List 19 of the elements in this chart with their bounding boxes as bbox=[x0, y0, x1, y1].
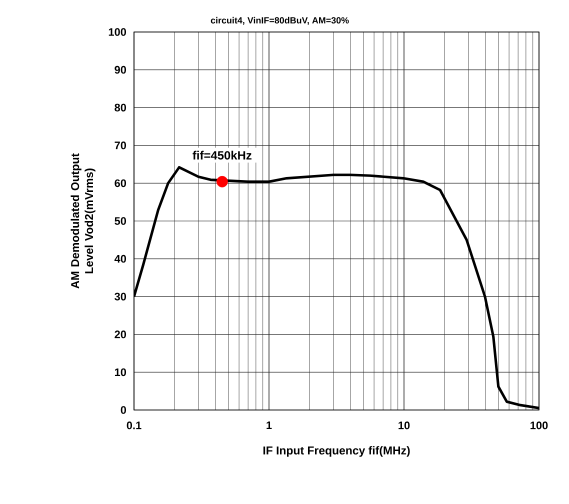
y-tick-label: 100 bbox=[108, 28, 126, 36]
chart-subtitle: circuit4, VinIF=80dBuV, AM=30% bbox=[210, 16, 349, 25]
y-axis-title: AM Demodulated Output Level Vod2(mVrms) bbox=[70, 153, 96, 288]
y-tick-label: 40 bbox=[114, 254, 126, 263]
y-tick-label: 0 bbox=[120, 406, 126, 414]
y-tick-label: 60 bbox=[114, 179, 126, 188]
y-tick-label: 70 bbox=[114, 142, 126, 150]
y-tick-label: 30 bbox=[114, 292, 126, 300]
x-axis-title: IF Input Frequency fif(MHz) bbox=[263, 446, 410, 457]
y-tick-label: 50 bbox=[114, 217, 126, 225]
annotation: fif=450kHz bbox=[192, 150, 252, 160]
x-tick-label: 100 bbox=[530, 422, 548, 430]
y-tick-label: 20 bbox=[114, 330, 126, 338]
x-tick-label: 10 bbox=[398, 422, 410, 430]
y-tick-label: 80 bbox=[114, 104, 126, 112]
x-tick-label: 0.1 bbox=[126, 422, 142, 430]
x-tick-label: 1 bbox=[266, 422, 272, 430]
y-tick-label: 90 bbox=[114, 66, 126, 74]
y-tick-label: 10 bbox=[114, 368, 126, 376]
